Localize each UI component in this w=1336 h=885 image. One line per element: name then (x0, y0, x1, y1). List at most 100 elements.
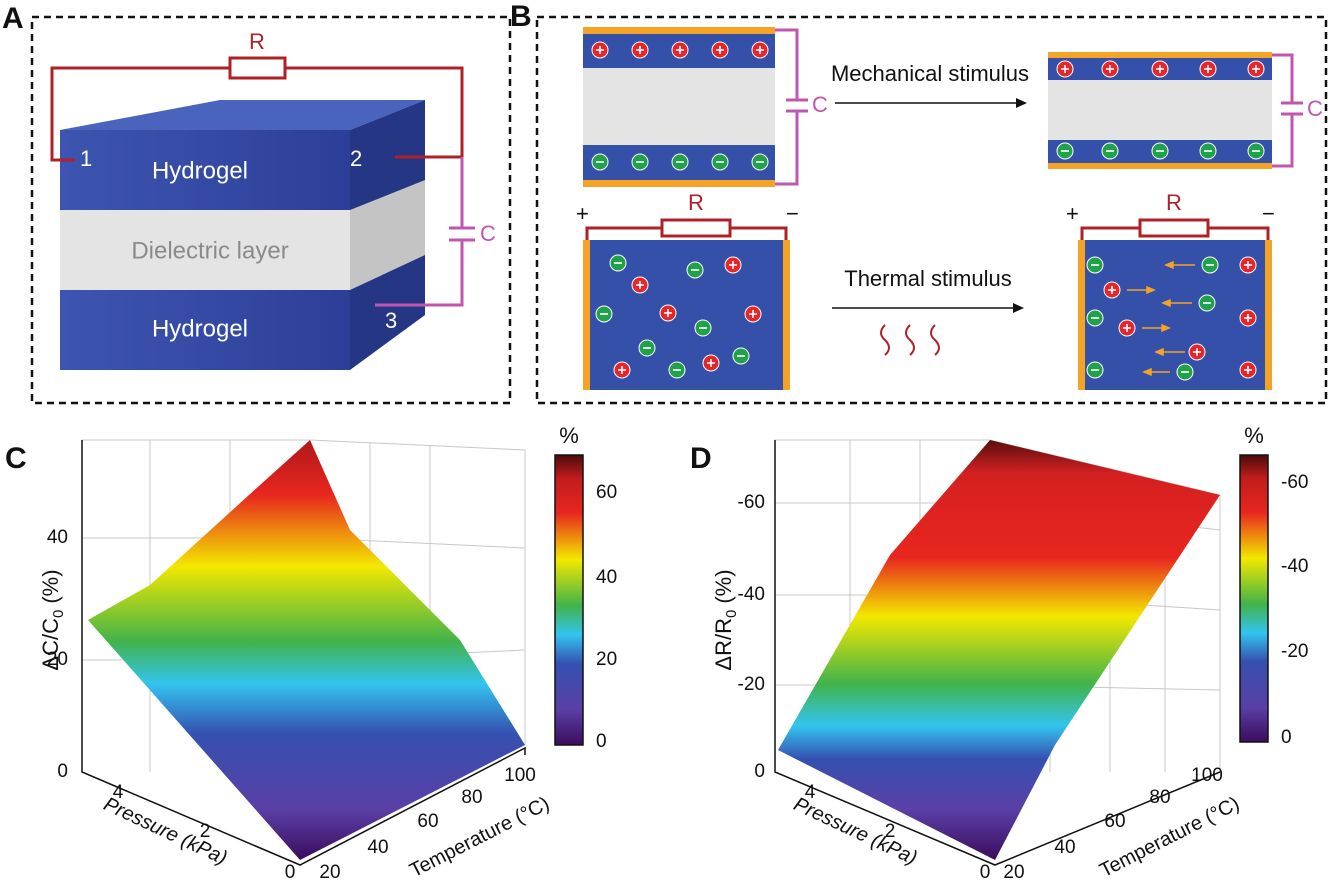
shape (1013, 303, 1024, 313)
colorbar-tick: 20 (596, 649, 617, 670)
shape (60, 130, 350, 210)
z-tick-label: 0 (57, 761, 68, 782)
electrode-label: 3 (385, 308, 397, 333)
stimulus-label: Mechanical stimulus (831, 61, 1029, 86)
colorbar-unit: % (559, 423, 579, 448)
x-tick-label: 0 (285, 862, 296, 883)
shape (1048, 80, 1272, 140)
colorbar-tick: 40 (596, 567, 617, 588)
shape (730, 226, 788, 240)
layer-label: Hydrogel (152, 315, 248, 342)
plot-d: ΔR/R0(%) 0 -20 -40 -60 0 2 4 Pressure (k… (711, 423, 1309, 883)
capacitor-label: C (812, 92, 828, 117)
colorbar-tick: -40 (1281, 556, 1308, 577)
y-tick-label: 100 (1191, 765, 1223, 786)
arrow-head (1161, 298, 1171, 308)
shape (1080, 226, 1140, 240)
panel-label: D (690, 442, 712, 475)
shape (583, 180, 775, 187)
shape (60, 210, 350, 290)
arrow-head (1154, 347, 1164, 357)
arrow-head (1161, 323, 1171, 333)
shape (583, 68, 775, 145)
capacitor-label: C (480, 221, 496, 246)
colorbar-tick: -60 (1281, 472, 1308, 493)
shape (1272, 114, 1294, 168)
layer-label: Hydrogel (152, 157, 248, 184)
z-tick-label: 40 (47, 527, 68, 548)
y-tick-label: 80 (461, 787, 482, 808)
shape (350, 180, 425, 290)
shape (554, 454, 584, 746)
arrow-head (1146, 285, 1156, 295)
shape (1138, 218, 1210, 238)
shape (81, 440, 526, 866)
shape (1239, 454, 1269, 743)
y-tick-label: 60 (417, 811, 438, 832)
ions (591, 41, 1265, 381)
z-axis-label: ΔC/C0(%) (38, 569, 67, 670)
z-tick-label: -40 (738, 584, 765, 605)
x-tick-label: 2 (200, 821, 211, 842)
y-tick-label: 20 (1003, 862, 1024, 883)
resistor-label: R (688, 190, 704, 215)
z-tick-label: 20 (47, 649, 68, 670)
resistor-label: R (249, 29, 265, 54)
y-tick-label: 60 (1104, 811, 1125, 832)
shape (1048, 52, 1272, 58)
shape (60, 290, 350, 370)
shape (88, 440, 525, 860)
shape (1048, 163, 1272, 169)
stimulus-label: Thermal stimulus (844, 266, 1011, 291)
shape (60, 100, 425, 130)
colorbar-unit: % (1244, 423, 1264, 448)
z-tick-label: -20 (738, 674, 765, 695)
y-tick-label: 100 (504, 765, 536, 786)
polarity-label: + (576, 201, 589, 226)
ion-arrows (1127, 260, 1195, 377)
shape (778, 440, 1220, 860)
panel-label: A (2, 2, 24, 35)
panel-label: B (510, 0, 532, 33)
y-tick-label: 80 (1149, 787, 1170, 808)
shape (1272, 53, 1294, 103)
shape (774, 440, 1221, 866)
x-tick-label: 4 (113, 782, 124, 803)
panel-label: C (5, 442, 27, 475)
y-tick-label: 40 (1054, 837, 1075, 858)
polarity-label: + (1066, 201, 1079, 226)
z-tick-label: 0 (754, 761, 765, 782)
shape (228, 56, 287, 80)
shape (285, 66, 464, 159)
layer-label: Dielectric layer (131, 237, 288, 264)
shape (775, 111, 799, 186)
arrow-head (1164, 260, 1174, 270)
x-tick-label: 2 (885, 821, 896, 842)
shape (880, 324, 940, 356)
z-axis-label: ΔR/R0(%) (711, 569, 740, 670)
electrode-label: 1 (80, 146, 92, 171)
x-tick-label: 0 (980, 862, 991, 883)
electrode-label: 2 (350, 146, 362, 171)
shape (583, 27, 775, 34)
shape (1016, 98, 1027, 108)
shape (775, 28, 799, 100)
y-tick-label: 40 (367, 837, 388, 858)
y-tick-label: 20 (319, 862, 340, 883)
shape (50, 66, 230, 162)
arrow-head (1142, 367, 1152, 377)
shape (1208, 226, 1270, 240)
polarity-label: − (1262, 201, 1275, 226)
colorbar-tick: -20 (1281, 641, 1308, 662)
plot-c: ΔC/C0(%) 0 20 40 0 2 4 Pressure (kPa) 20… (38, 423, 617, 883)
capacitor-label: C (1307, 96, 1323, 121)
colorbar-tick: 0 (1281, 727, 1292, 748)
resistor-label: R (1166, 190, 1182, 215)
x-axis-label: Pressure (kPa) (100, 793, 230, 869)
polarity-label: − (786, 201, 799, 226)
z-tick-label: -60 (738, 492, 765, 513)
shape (1085, 240, 1265, 390)
colorbar-tick: 60 (596, 482, 617, 503)
colorbar-tick: 0 (596, 731, 607, 752)
